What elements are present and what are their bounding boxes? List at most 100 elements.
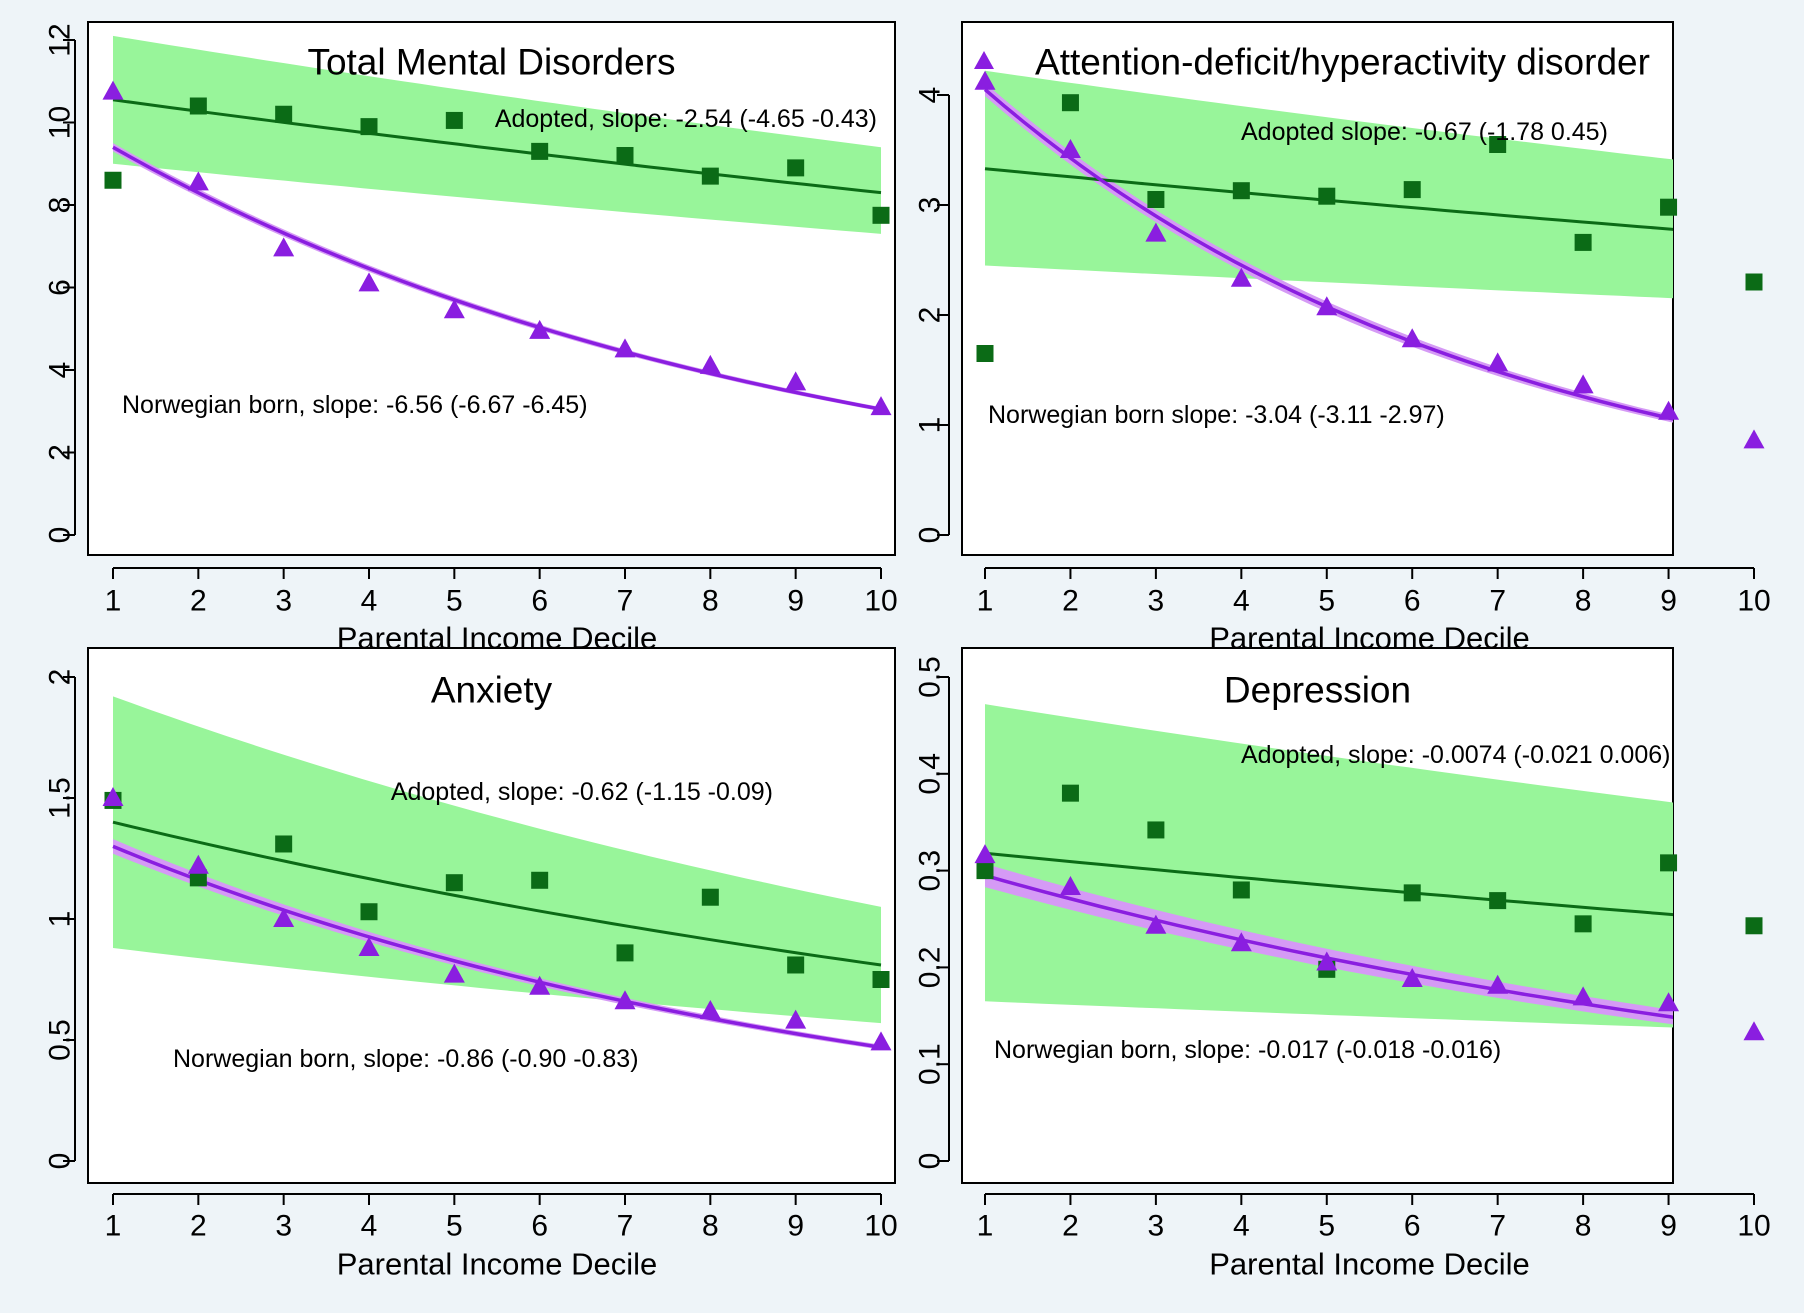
y-tick-label: 0 [914,527,947,544]
norwegian-point [273,237,295,257]
norwegian-point [1230,267,1252,287]
x-tick-label: 9 [1660,585,1677,618]
norwegian-slope-annotation: Norwegian born, slope: -0.017 (-0.018 -0… [994,1036,1501,1064]
y-tick-label: 0.5 [914,656,947,698]
norwegian-point [785,1009,807,1029]
y-tick-label: 0.5 [44,1019,77,1061]
y-tick-label: 0.4 [914,753,947,795]
norwegian-slope-annotation: Norwegian born, slope: -0.86 (-0.90 -0.8… [173,1045,639,1073]
adopted-point [701,167,719,185]
x-tick-label: 10 [864,1210,897,1243]
adopted-point [1061,94,1079,112]
x-tick-label: 5 [1318,1210,1335,1243]
x-tick-label: 5 [446,585,463,618]
adopted-point [1318,187,1336,205]
norwegian-point [614,338,636,358]
x-tick-label: 7 [617,585,634,618]
norwegian-point [187,171,209,191]
norwegian-point [1145,914,1167,934]
x-tick-label: 3 [275,1210,292,1243]
norwegian-point [1572,986,1594,1006]
adopted-point [1403,181,1421,199]
x-tick-label: 2 [1062,1210,1079,1243]
adopted-point [1745,273,1763,291]
x-tick-label: 3 [1148,1210,1165,1243]
adopted-slope-annotation: Adopted slope: -0.67 (-1.78 0.45) [1241,118,1608,146]
norwegian-point [1059,876,1081,896]
norwegian-fit-line [984,873,1673,1019]
adopted-point [1147,191,1165,208]
x-tick-label: 3 [275,585,292,618]
adopted-point [531,871,549,889]
adopted-point [531,142,549,160]
norwegian-fit-line [112,844,882,1050]
adopted-point [1489,892,1507,910]
adopted-slope-annotation: Adopted, slope: -2.54 (-4.65 -0.43) [495,105,877,133]
x-tick-label: 8 [702,585,719,618]
x-tick-label: 6 [531,1210,548,1243]
adopted-point [701,888,719,906]
adopted-point [976,345,994,362]
adopted-confidence-band [113,35,881,234]
norwegian-point [1059,139,1081,158]
y-tick-label: 4 [44,362,77,379]
adopted-point [1403,884,1421,902]
y-tick-label: 0.1 [914,1043,947,1085]
x-tick-label: 9 [787,1210,804,1243]
adopted-point [1061,784,1079,802]
x-tick-label: 7 [617,1210,634,1243]
panel-title: Attention-deficit/hyperactivity disorder [1035,42,1650,83]
x-axis-title: Parental Income Decile [1209,1247,1530,1282]
y-tick-label: 2 [44,444,77,461]
x-tick-label: 6 [1404,1210,1421,1243]
x-tick-label: 7 [1489,585,1506,618]
y-tick-label: 0 [44,527,77,544]
norwegian-point [699,999,721,1019]
adopted-point [445,874,463,892]
norwegian-point [699,354,721,374]
x-tick-label: 8 [702,1210,719,1243]
x-tick-label: 3 [1148,585,1165,618]
norwegian-point [1743,429,1765,449]
x-tick-label: 1 [977,1210,994,1243]
adopted-point [872,206,890,224]
adopted-point [787,956,805,974]
adopted-point [872,971,890,988]
y-tick-label: 1 [914,417,947,434]
adopted-point [1489,136,1507,153]
norwegian-point [102,787,124,806]
x-tick-label: 8 [1575,1210,1592,1243]
adopted-point [360,903,378,921]
x-tick-label: 10 [1737,585,1770,618]
x-tick-label: 6 [531,585,548,618]
x-tick-label: 6 [1404,585,1421,618]
norwegian-point [614,990,636,1010]
panel-title: Total Mental Disorders [307,42,675,83]
norwegian-point [358,272,380,292]
norwegian-point [1487,974,1509,994]
x-tick-label: 2 [1062,585,1079,618]
y-tick-label: 0.2 [914,947,947,989]
x-tick-label: 4 [361,585,378,618]
adopted-fit-line [112,98,882,195]
adopted-point [1232,881,1250,899]
adopted-point [275,105,293,123]
norwegian-point [187,854,209,874]
adopted-point [1232,182,1250,200]
norwegian-point [1401,968,1423,988]
norwegian-point [870,1031,892,1051]
y-tick-label: 10 [44,106,77,139]
x-tick-label: 4 [1233,1210,1250,1243]
norwegian-point [102,80,124,100]
y-tick-label: 1 [44,911,77,928]
norwegian-slope-annotation: Norwegian born slope: -3.04 (-3.11 -2.97… [988,401,1445,429]
norwegian-point [1487,352,1509,372]
x-tick-label: 9 [1660,1210,1677,1243]
x-tick-label: 5 [1318,585,1335,618]
adopted-fit-line [984,167,1673,231]
norwegian-slope-annotation: Norwegian born, slope: -6.56 (-6.67 -6.4… [122,391,588,419]
x-tick-label: 1 [105,585,122,618]
panel-depression: 0 0.1 0.2 0.3 0.4 0.5 1 2 3 4 5 6 7 8 9 10 Parental Inco… [914,647,1771,1282]
